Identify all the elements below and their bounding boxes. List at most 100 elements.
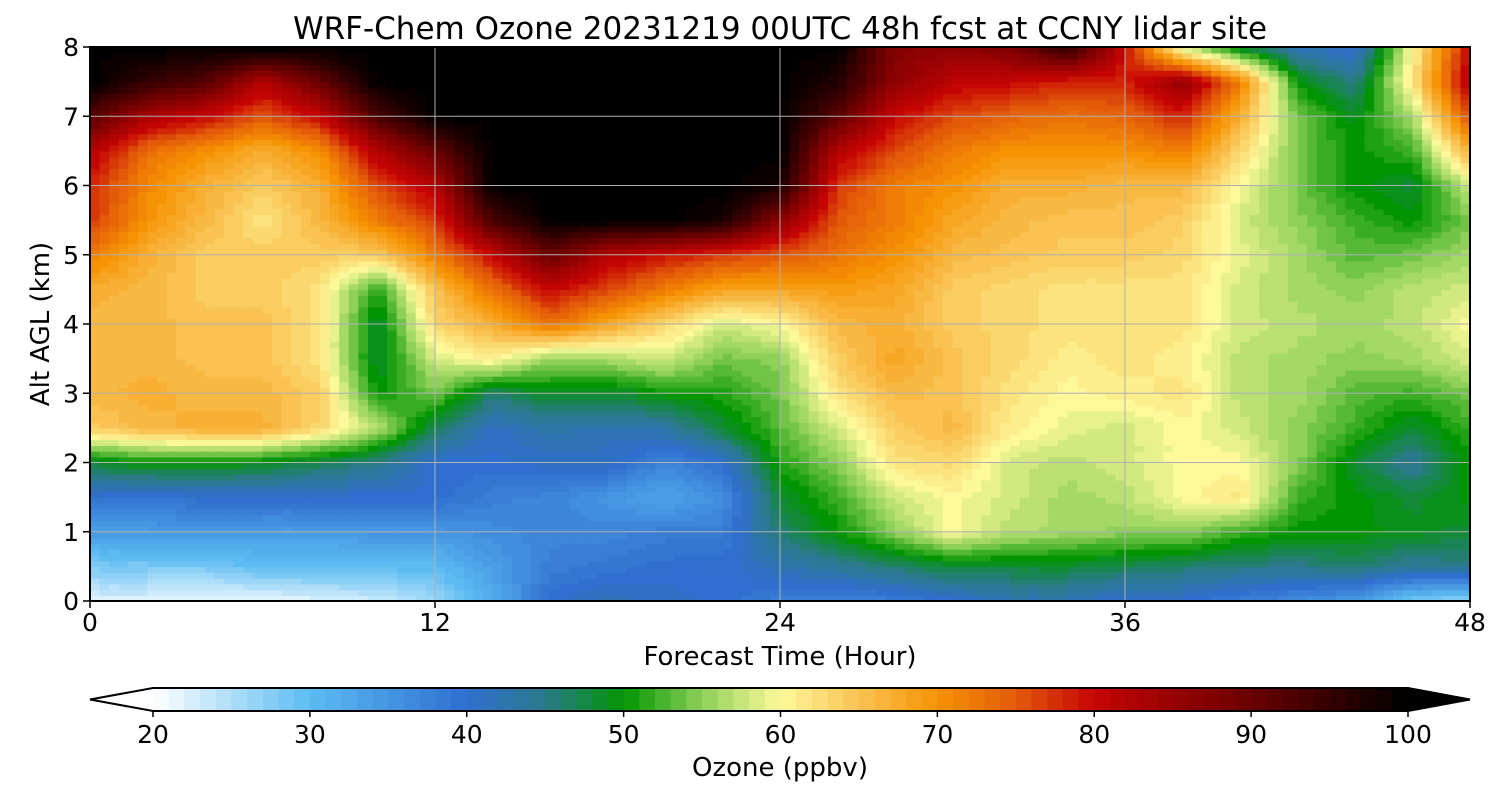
contour-cell <box>895 531 906 539</box>
contour-cell <box>1010 508 1021 516</box>
contour-cell <box>1278 485 1289 493</box>
contour-cell <box>808 416 820 423</box>
contour-cell <box>118 456 130 464</box>
contour-cell <box>760 474 772 481</box>
contour-cell <box>1010 577 1021 585</box>
contour-cell <box>741 491 752 498</box>
contour-cell <box>252 525 264 533</box>
contour-cell <box>425 404 436 412</box>
contour-cell <box>674 393 685 400</box>
contour-cell <box>1326 577 1337 585</box>
contour-cell <box>387 422 398 429</box>
contour-cell <box>511 514 522 521</box>
contour-cell <box>482 456 494 464</box>
contour-cell <box>482 583 494 591</box>
contour-cell <box>933 589 944 596</box>
contour-cell <box>1345 474 1356 481</box>
contour-cell <box>559 427 570 435</box>
contour-cell <box>895 439 906 446</box>
contour-cell <box>530 491 542 498</box>
contour-cell <box>243 549 254 556</box>
contour-cell <box>262 583 273 591</box>
contour-cell <box>492 462 503 469</box>
contour-cell <box>463 456 475 464</box>
contour-cell <box>291 554 302 562</box>
contour-cell <box>128 399 139 406</box>
contour-cell <box>137 456 149 464</box>
contour-cell <box>962 514 973 521</box>
contour-cell <box>1316 520 1327 527</box>
contour-cell <box>789 560 800 568</box>
contour-cell <box>396 393 407 400</box>
contour-cell <box>444 491 455 498</box>
contour-cell <box>291 491 302 498</box>
contour-cell <box>597 479 609 487</box>
contour-cell <box>367 537 379 544</box>
contour-cell <box>674 514 685 521</box>
contour-cell <box>693 520 705 527</box>
contour-cell <box>492 410 503 418</box>
contour-cell <box>751 427 762 435</box>
contour-cell <box>310 589 321 596</box>
contour-cell <box>1230 439 1241 446</box>
contour-cell <box>617 520 628 527</box>
contour-cell <box>367 572 379 579</box>
contour-cell <box>703 531 714 539</box>
contour-cell <box>348 583 360 591</box>
contour-cell <box>185 566 197 573</box>
contour-cell <box>502 520 513 527</box>
contour-cell <box>1441 508 1452 516</box>
contour-cell <box>588 485 599 493</box>
contour-cell <box>530 450 542 458</box>
contour-cell <box>1010 427 1021 435</box>
contour-cell <box>1240 497 1251 504</box>
contour-cell <box>444 479 455 487</box>
contour-cell <box>176 577 187 585</box>
contour-cell <box>1441 537 1452 544</box>
contour-cell <box>1422 554 1433 562</box>
contour-cell <box>684 491 695 498</box>
contour-cell <box>1086 399 1097 406</box>
contour-cell <box>300 399 312 406</box>
contour-cell <box>866 531 877 539</box>
contour-cell <box>540 456 551 464</box>
contour-cell <box>1153 491 1165 498</box>
contour-cell <box>109 572 120 579</box>
contour-cell <box>109 450 120 458</box>
contour-cell <box>1441 497 1452 504</box>
contour-cell <box>1038 456 1050 464</box>
contour-cell <box>1441 572 1452 579</box>
contour-cell <box>1431 427 1442 435</box>
contour-cell <box>540 531 551 539</box>
contour-cell <box>875 543 887 550</box>
contour-cell <box>185 410 197 418</box>
contour-cell <box>224 439 235 446</box>
contour-cell <box>597 543 609 550</box>
contour-cell <box>760 479 772 487</box>
contour-cell <box>559 502 570 510</box>
contour-cell <box>358 399 369 406</box>
contour-cell <box>252 577 264 585</box>
contour-cell <box>1105 508 1117 516</box>
contour-cell <box>837 399 848 406</box>
contour-cell <box>214 399 225 406</box>
contour-cell <box>971 543 982 550</box>
contour-cell <box>588 554 599 562</box>
contour-cell <box>751 514 762 521</box>
contour-cell <box>626 595 637 601</box>
contour-cell <box>1450 554 1462 562</box>
contour-cell <box>195 543 206 550</box>
contour-cell <box>444 595 455 601</box>
contour-cell <box>971 485 982 493</box>
contour-cell <box>1086 427 1097 435</box>
contour-cell <box>856 450 867 458</box>
contour-cell <box>588 566 599 573</box>
contour-cell <box>1249 572 1260 579</box>
contour-cell <box>147 520 158 527</box>
contour-cell <box>981 554 992 562</box>
contour-cell <box>291 560 302 568</box>
contour-cell <box>406 543 417 550</box>
contour-cell <box>425 520 436 527</box>
contour-cell <box>511 560 522 568</box>
contour-cell <box>569 525 580 533</box>
